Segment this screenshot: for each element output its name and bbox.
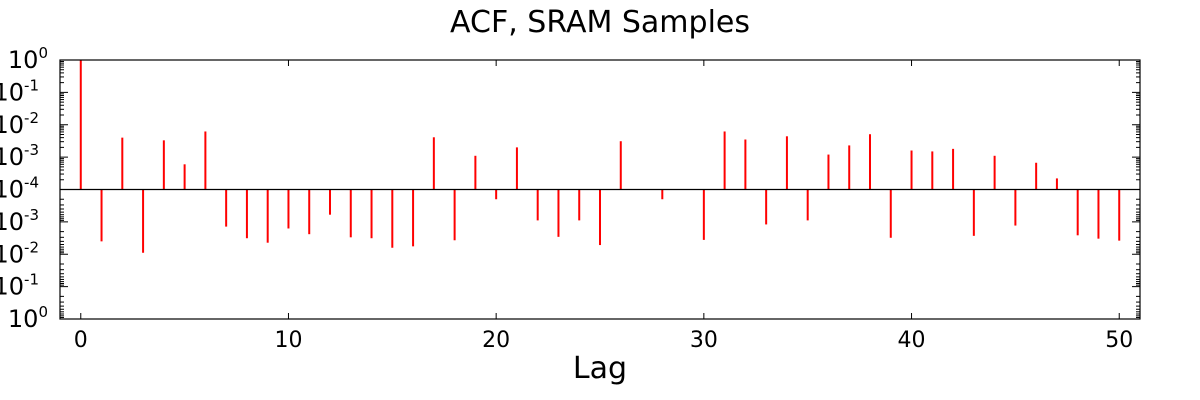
- x-axis-label: Lag: [573, 351, 627, 386]
- x-tick-label: 10: [274, 328, 302, 353]
- plot-frame: [59, 59, 1141, 320]
- y-tick-label: 10-2: [0, 238, 39, 268]
- y-tick-label: 100: [8, 44, 48, 74]
- y-tick-label: 10-1: [0, 76, 39, 106]
- x-tick-label: 0: [74, 328, 88, 353]
- y-tick-label: 100: [8, 303, 48, 333]
- y-tick-label: 10-1: [0, 271, 39, 301]
- y-tick-label: 10-2: [0, 109, 39, 139]
- x-tick-label: 30: [690, 328, 718, 353]
- x-tick-label: 40: [898, 328, 926, 353]
- y-tick-label: 10-4: [0, 174, 39, 204]
- x-tick-label: 20: [482, 328, 510, 353]
- labels-layer: 0 10 20 30 40 5010010-110-210-310-410-310-210…: [0, 44, 1133, 353]
- chart-title: ACF, SRAM Samples: [450, 5, 750, 40]
- x-tick-label: 50: [1105, 328, 1133, 353]
- y-tick-label: 10-3: [0, 141, 39, 171]
- y-tick-label: 10-3: [0, 206, 39, 236]
- bars-layer: [79, 60, 1121, 253]
